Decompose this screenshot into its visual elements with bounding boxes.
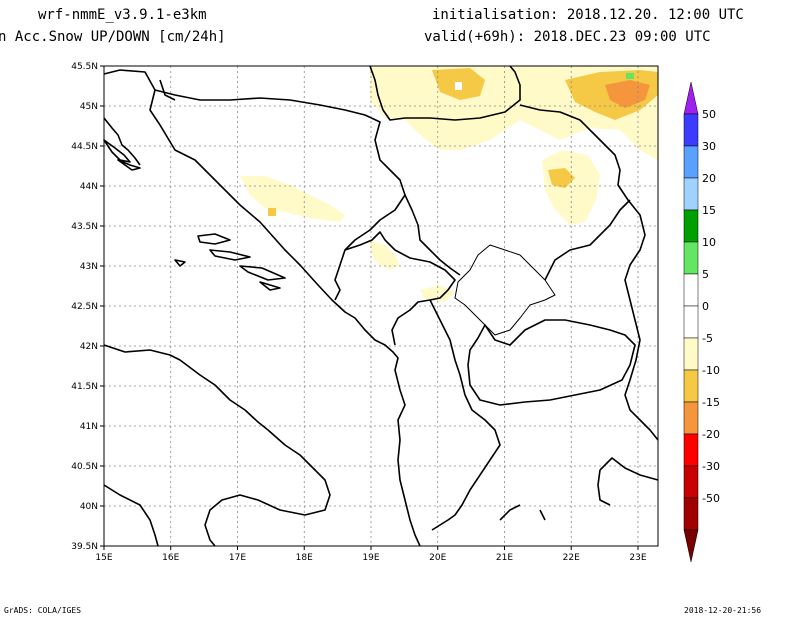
lat-label: 43.5N	[71, 222, 98, 232]
colorbar-label: -30	[702, 460, 720, 473]
colorbar-segment	[683, 337, 699, 371]
credit-label: GrADS: COLA/IGES	[4, 606, 82, 615]
lat-label: 39.5N	[71, 542, 98, 552]
colorbar-label: -10	[702, 364, 720, 377]
colorbar-arrow-top	[683, 81, 699, 115]
colorbar-segment	[683, 497, 699, 531]
colorbar-label: 0	[702, 300, 709, 313]
greece-coast	[499, 457, 659, 521]
lat-label: 41.5N	[71, 382, 98, 392]
colorbar-arrow-bottom	[683, 529, 699, 563]
lon-label: 21E	[496, 553, 513, 563]
colorbar-label: -20	[702, 428, 720, 441]
colorbar-label: 5	[702, 268, 709, 281]
kvarner-island-2	[117, 159, 141, 171]
colorbar-segment	[683, 369, 699, 403]
snow-area-white-gap	[455, 82, 462, 90]
colorbar-segment	[683, 177, 699, 211]
colorbar-segment	[683, 433, 699, 467]
field-title: n Acc.Snow UP/DOWN [cm/24h]	[0, 29, 226, 45]
lon-label: 16E	[162, 553, 179, 563]
snow-area-west	[240, 176, 345, 222]
colorbar-segment	[683, 113, 699, 147]
lon-label: 20E	[429, 553, 446, 563]
colorbar-label: -15	[702, 396, 720, 409]
snow-area-dark-orange	[605, 80, 650, 108]
danube	[519, 104, 659, 441]
init-time: initialisation: 2018.12.20. 12:00 UTC	[432, 7, 744, 23]
border-north	[369, 65, 521, 121]
colorbar-label: 15	[702, 204, 716, 217]
lon-label: 18E	[296, 553, 313, 563]
lon-label: 22E	[563, 553, 580, 563]
greece-gulf	[597, 469, 611, 506]
kvarner-coast	[103, 117, 141, 166]
lat-label: 45N	[80, 102, 98, 112]
colorbar-segment	[683, 209, 699, 243]
border-macedonia	[467, 319, 636, 406]
grid-lines	[104, 66, 658, 546]
colorbar-segment	[683, 465, 699, 499]
colorbar-segment	[683, 241, 699, 275]
lon-label: 15E	[95, 553, 112, 563]
colorbar-segment	[683, 273, 699, 307]
model-title: wrf-nmmE_v3.9.1-e3km	[38, 7, 207, 23]
lat-label: 41N	[80, 422, 98, 432]
snow-shading	[240, 66, 658, 302]
border-serbia-bulgaria	[544, 199, 631, 281]
colorbar-label: -50	[702, 492, 720, 505]
italy-heel	[103, 484, 159, 547]
kvarner-island-1	[103, 139, 131, 163]
lon-label: 17E	[229, 553, 246, 563]
colorbar-label: -5	[702, 332, 713, 345]
colorbar-label: 10	[702, 236, 716, 249]
island-brac	[197, 233, 231, 245]
island-mljet	[259, 281, 281, 291]
border-drina	[404, 194, 461, 276]
border-bosnia-north	[159, 79, 176, 101]
colorbar-segment	[683, 305, 699, 339]
border-croatia-bosnia	[154, 89, 406, 301]
lat-label: 45.5N	[71, 62, 98, 72]
lat-label: 42.5N	[71, 302, 98, 312]
snow-area-centre	[368, 240, 400, 270]
lat-label: 44N	[80, 182, 98, 192]
island-korcula	[239, 265, 286, 281]
lon-label: 23E	[629, 553, 646, 563]
island-vis	[174, 259, 186, 267]
lon-label: 19E	[362, 553, 379, 563]
axis-labels: 45.5N 45N 44.5N 44N 43.5N 43N 42.5N 42N 41.5N 41N…	[71, 62, 647, 563]
colorbar-label: 20	[702, 172, 716, 185]
island-hvar	[209, 249, 251, 261]
colorbar-label: 50	[702, 108, 716, 121]
coastlines-borders	[103, 65, 659, 547]
snow-area-south	[420, 285, 455, 302]
lat-label: 44.5N	[71, 142, 98, 152]
lat-label: 40.5N	[71, 462, 98, 472]
colorbar-segment	[683, 401, 699, 435]
lat-label: 40N	[80, 502, 98, 512]
snow-area-green	[626, 73, 634, 79]
adriatic-coast	[103, 69, 421, 547]
italy-coast	[103, 344, 331, 547]
snow-area-orange-4	[268, 208, 276, 216]
lat-label: 42N	[80, 342, 98, 352]
valid-time: valid(+69h): 2018.DEC.23 09:00 UTC	[424, 29, 711, 45]
colorbar-segment	[683, 145, 699, 179]
border-albania-greece	[429, 299, 501, 531]
border-montenegro	[344, 231, 456, 346]
colorbar-label: 30	[702, 140, 716, 153]
border-kosovo	[454, 244, 556, 336]
timestamp-label: 2018-12-20-21:56	[684, 606, 762, 615]
lat-label: 43N	[80, 262, 98, 272]
snow-area-orange-3	[548, 168, 575, 188]
